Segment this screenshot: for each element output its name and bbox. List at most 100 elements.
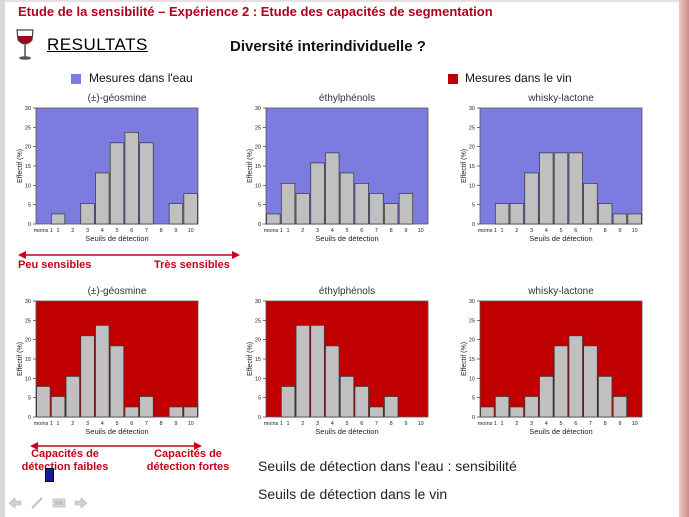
x-tick-label: 4 xyxy=(331,421,334,427)
chart-title: (±)-géosmine xyxy=(88,93,147,104)
x-tick-label: moins 1 xyxy=(264,421,283,427)
y-tick-label: 0 xyxy=(258,222,261,228)
x-tick-label: 8 xyxy=(390,228,393,234)
y-tick-label: 10 xyxy=(255,183,261,189)
x-tick-label: 8 xyxy=(160,421,163,427)
x-tick-label: 6 xyxy=(130,421,133,427)
x-tick-label: 8 xyxy=(160,228,163,234)
y-tick-label: 5 xyxy=(472,396,475,402)
y-tick-label: 30 xyxy=(469,106,475,112)
y-tick-label: 0 xyxy=(28,222,31,228)
y-axis-label: Effectif (%) xyxy=(461,342,468,376)
x-tick-label: 10 xyxy=(188,228,194,234)
x-tick-label: 9 xyxy=(404,421,407,427)
bar-1 xyxy=(50,213,66,225)
bar-3 xyxy=(524,172,539,225)
x-tick-label: 8 xyxy=(604,228,607,234)
y-tick-label: 5 xyxy=(258,396,261,402)
bar-6 xyxy=(354,386,369,418)
bar-9 xyxy=(612,213,628,225)
x-tick-label: 10 xyxy=(632,421,638,427)
y-axis-label: Effectif (%) xyxy=(17,149,24,183)
bar-7 xyxy=(583,345,598,418)
y-tick-label: 30 xyxy=(255,106,261,112)
y-tick-label: 10 xyxy=(25,376,31,382)
y-axis-label: Effectif (%) xyxy=(247,342,254,376)
y-tick-label: 5 xyxy=(258,203,261,209)
bar-10 xyxy=(627,213,642,225)
bar-5 xyxy=(339,172,355,225)
x-tick-label: 2 xyxy=(71,421,74,427)
x-tick-label: 6 xyxy=(360,421,363,427)
bar-4 xyxy=(95,325,110,418)
x-tick-label: 3 xyxy=(86,421,89,427)
wine-glass-icon xyxy=(16,29,34,60)
x-tick-label: 9 xyxy=(174,228,177,234)
x-tick-label: 7 xyxy=(375,228,378,234)
bar-1 xyxy=(494,396,510,418)
arrow-left-icon[interactable] xyxy=(8,497,22,509)
chart-title: éthylphénols xyxy=(319,286,375,297)
bar-2 xyxy=(295,193,310,225)
y-tick-label: 25 xyxy=(25,125,31,131)
bar-7 xyxy=(583,183,598,225)
slide-header-title: Etude de la sensibilité – Expérience 2 :… xyxy=(18,4,493,19)
bar-3 xyxy=(310,162,325,225)
x-tick-label: 3 xyxy=(316,228,319,234)
bar-2 xyxy=(295,325,310,418)
x-tick-label: 2 xyxy=(301,228,304,234)
x-tick-label: 6 xyxy=(130,228,133,234)
x-axis-label: Seuils de détection xyxy=(85,427,148,436)
pen-icon[interactable] xyxy=(30,497,44,509)
y-tick-label: 25 xyxy=(255,125,261,131)
y-tick-label: 5 xyxy=(28,396,31,402)
bar-5 xyxy=(553,152,569,225)
y-tick-label: 15 xyxy=(255,357,261,363)
sensitivity-arrow xyxy=(18,251,240,259)
y-tick-label: 10 xyxy=(469,376,475,382)
bar-moins-1 xyxy=(266,213,281,225)
info-line-wine: Seuils de détection dans le vin xyxy=(258,486,448,502)
x-tick-label: 2 xyxy=(515,421,518,427)
x-tick-label: 5 xyxy=(115,228,118,234)
x-tick-label: 7 xyxy=(589,228,592,234)
x-tick-label: 10 xyxy=(632,228,638,234)
bar-1 xyxy=(280,386,296,418)
chart-title: éthylphénols xyxy=(319,93,375,104)
right-border xyxy=(679,0,689,517)
bar-9 xyxy=(612,396,628,418)
chart-title: whisky-lactone xyxy=(527,286,594,297)
chart-title: whisky-lactone xyxy=(527,93,594,104)
x-tick-label: 7 xyxy=(145,421,148,427)
bar-8 xyxy=(598,203,613,225)
bar-2 xyxy=(509,406,524,418)
x-axis-label: Seuils de détection xyxy=(315,427,378,436)
slide-menu-icon[interactable] xyxy=(52,497,66,509)
bar-4 xyxy=(95,172,110,225)
x-tick-label: 9 xyxy=(618,421,621,427)
x-tick-label: moins 1 xyxy=(34,228,53,234)
bar-5 xyxy=(339,376,355,418)
y-axis-label: Effectif (%) xyxy=(461,149,468,183)
x-tick-label: 10 xyxy=(418,421,424,427)
capacites-fortes-label: Capacités de détection fortes xyxy=(146,448,230,473)
x-tick-label: 1 xyxy=(287,228,290,234)
bar-moins-1 xyxy=(480,406,495,418)
x-tick-label: moins 1 xyxy=(478,421,497,427)
arrow-right-icon[interactable] xyxy=(74,497,88,509)
y-tick-label: 5 xyxy=(28,203,31,209)
x-tick-label: 6 xyxy=(574,228,577,234)
bar-10 xyxy=(183,193,198,225)
bar-1 xyxy=(50,396,66,418)
y-tick-label: 20 xyxy=(469,145,475,151)
capacites-faibles-label: Capacités de détection faibles xyxy=(21,448,109,473)
x-tick-label: moins 1 xyxy=(264,228,283,234)
y-tick-label: 15 xyxy=(469,357,475,363)
bar-6 xyxy=(354,183,369,225)
x-tick-label: 3 xyxy=(530,228,533,234)
y-tick-label: 0 xyxy=(472,222,475,228)
